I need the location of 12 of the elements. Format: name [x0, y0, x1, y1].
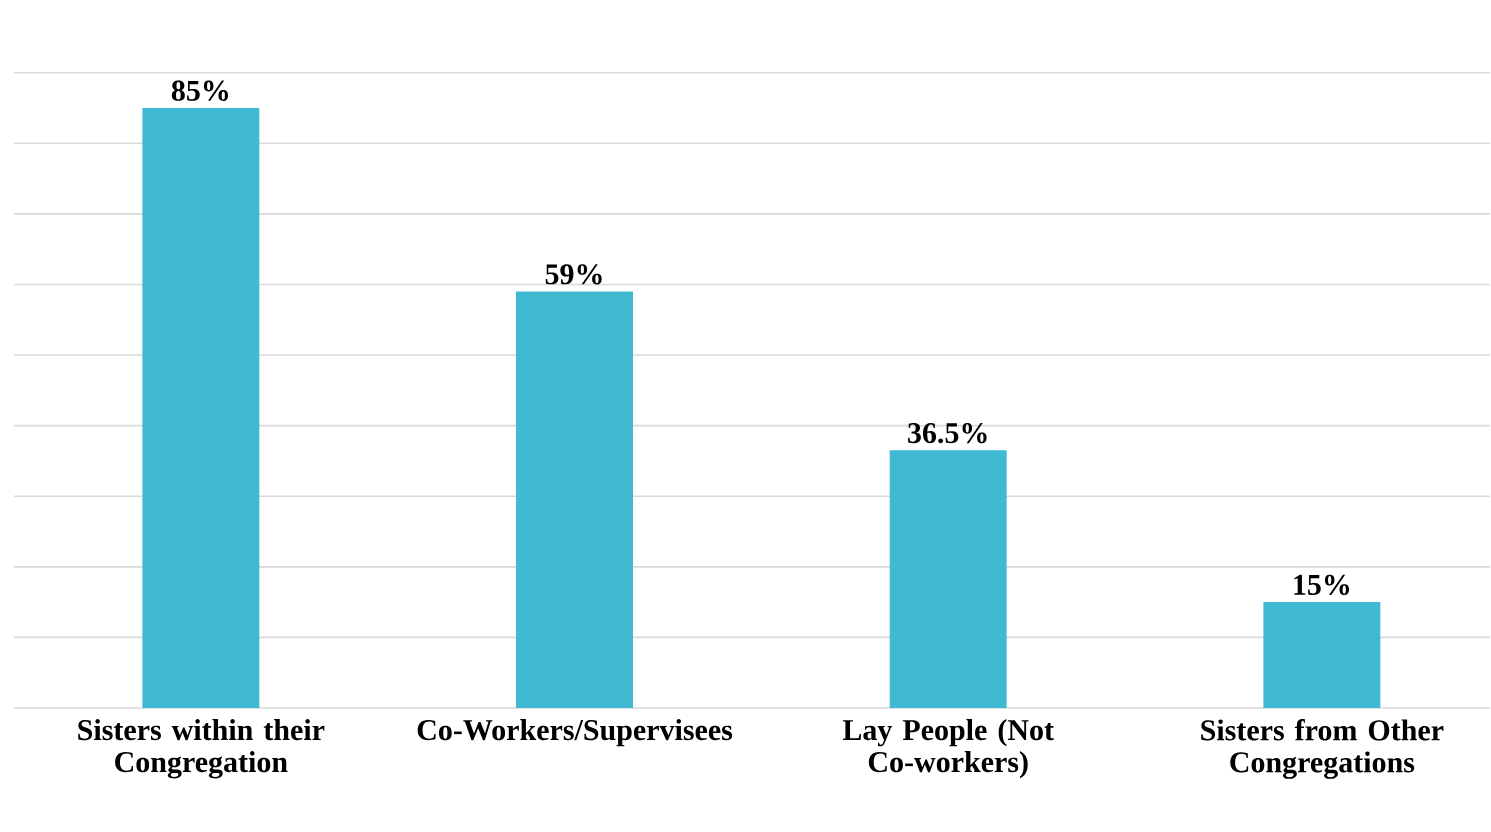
- data-label: 59%: [545, 264, 602, 285]
- x-tick-label: Sisters within their Congregation: [78, 719, 325, 779]
- data-label: 36.5%: [908, 422, 987, 444]
- x-tick-label: Lay People (Not Co-workers): [842, 719, 1054, 779]
- bar: [1263, 602, 1381, 709]
- data-label: 85%: [171, 80, 229, 101]
- x-tick-label: Co-Workers/Supervisees: [417, 719, 733, 747]
- x-tick-label: Sisters from Other Congregations: [1201, 719, 1444, 779]
- bar: [142, 108, 260, 709]
- data-label: 15%: [1294, 574, 1350, 596]
- bar: [516, 291, 633, 709]
- bar: [889, 450, 1007, 709]
